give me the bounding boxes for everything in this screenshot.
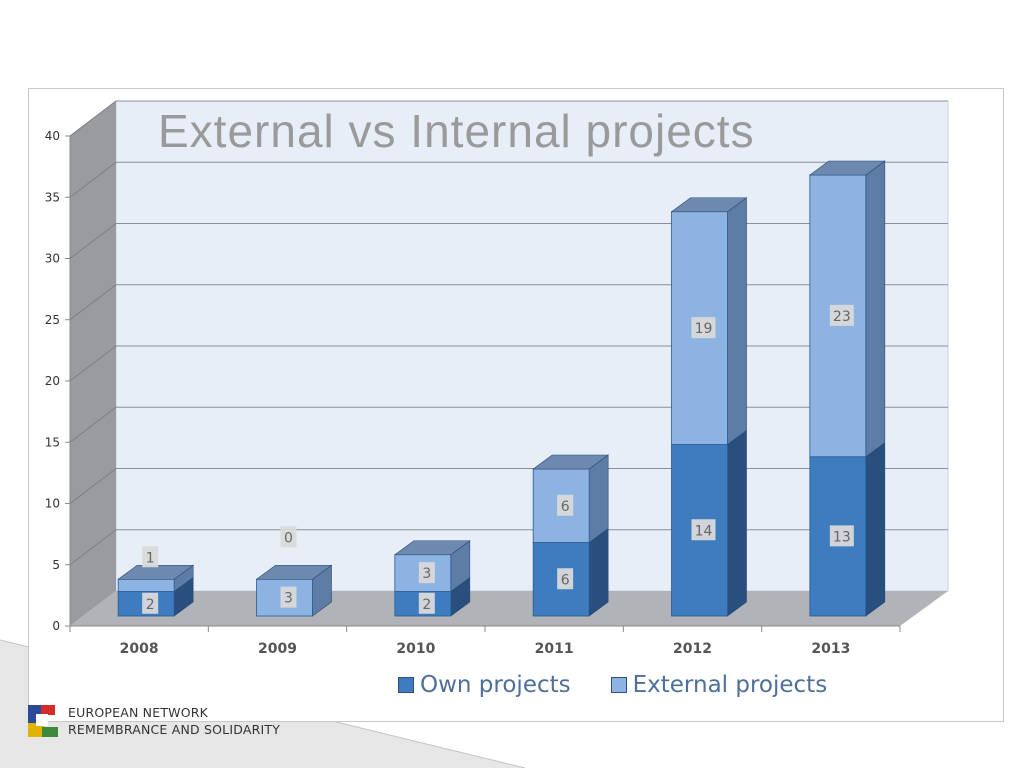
legend-swatch-external xyxy=(610,677,627,693)
legend-item-external: External projects xyxy=(610,672,828,698)
gridline-side xyxy=(69,284,117,321)
gridline-side xyxy=(69,406,117,443)
bar-top-2009 xyxy=(255,564,333,580)
svg-text:2: 2 xyxy=(146,597,155,613)
chart-gridlines xyxy=(69,100,948,566)
enrs-logo: EUROPEAN NETWORK REMEMBRANCE AND SOLIDAR… xyxy=(28,704,280,738)
bar-top-2010 xyxy=(393,540,471,556)
gridline-side xyxy=(69,345,117,382)
data-label: 6 xyxy=(557,494,574,516)
svg-text:2: 2 xyxy=(422,597,431,613)
chart-legend: Own projects External projects xyxy=(398,672,867,698)
data-label: 23 xyxy=(829,304,854,326)
bar-side-Own projects-2011 xyxy=(588,527,609,617)
bar-External projects-2008 xyxy=(117,578,175,592)
x-tick-label: 2008 xyxy=(120,641,159,657)
svg-text:23: 23 xyxy=(833,309,851,325)
svg-text:3: 3 xyxy=(422,566,431,582)
y-tick-label: 0 xyxy=(52,619,60,633)
svg-text:1: 1 xyxy=(146,550,155,566)
x-tick-label: 2010 xyxy=(396,641,435,657)
x-tick-label: 2013 xyxy=(811,641,850,657)
y-tick-label: 35 xyxy=(45,190,60,204)
y-tick-label: 15 xyxy=(45,435,60,449)
y-tick-label: 20 xyxy=(45,374,60,388)
x-tick-label: 2009 xyxy=(258,641,297,657)
svg-text:6: 6 xyxy=(561,499,570,515)
legend-item-own: Own projects xyxy=(398,672,571,698)
bar-side-Own projects-2013 xyxy=(865,442,886,617)
x-tick-label: 2012 xyxy=(673,641,712,657)
data-label: 19 xyxy=(691,317,716,339)
logo-line-2: REMEMBRANCE AND SOLIDARITY xyxy=(68,722,281,737)
bar-side-External projects-2013 xyxy=(865,160,886,458)
y-tick-label: 25 xyxy=(45,313,60,327)
svg-text:13: 13 xyxy=(833,529,851,545)
bar-Own projects-2012 xyxy=(671,444,728,617)
bar-top-2012 xyxy=(670,197,748,213)
logo-line-1: EUROPEAN NETWORK xyxy=(68,705,209,720)
data-label: 13 xyxy=(829,525,854,547)
y-tick-label: 40 xyxy=(45,129,60,143)
x-axis: 2008 2009 2010 2011 2012 2013 xyxy=(69,625,901,657)
bar-top-2008 xyxy=(117,564,195,580)
legend-swatch-own xyxy=(398,677,414,693)
gridline-side xyxy=(69,100,117,137)
x-tick-label: 2011 xyxy=(535,641,574,657)
y-tick-label: 30 xyxy=(45,252,60,266)
y-tick-label: 10 xyxy=(45,497,60,511)
gridline-side xyxy=(69,161,117,198)
svg-text:6: 6 xyxy=(561,572,570,588)
legend-label-external: External projects xyxy=(632,672,828,698)
enrs-logo-icon xyxy=(28,705,60,737)
gridline-side xyxy=(69,529,117,566)
chart-title: External vs Internal projects xyxy=(158,105,755,157)
bar-top-2013 xyxy=(808,160,886,176)
data-label: 0 xyxy=(280,526,297,548)
svg-text:0: 0 xyxy=(284,530,293,546)
svg-text:3: 3 xyxy=(284,591,293,607)
bar-side-Own projects-2012 xyxy=(727,429,747,617)
bar-side-External projects-2012 xyxy=(727,197,747,446)
svg-text:19: 19 xyxy=(695,321,713,337)
bar-side-External projects-2011 xyxy=(588,454,609,544)
data-label: 3 xyxy=(280,586,297,608)
data-label: 1 xyxy=(142,546,159,568)
gridline-side xyxy=(69,223,117,259)
svg-text:14: 14 xyxy=(695,523,713,539)
data-label: 6 xyxy=(557,568,574,590)
data-label: 2 xyxy=(418,592,435,614)
data-label: 2 xyxy=(142,592,159,614)
data-label: 3 xyxy=(418,562,435,584)
bar-top-2011 xyxy=(532,454,610,470)
y-tick-label: 5 xyxy=(52,558,60,572)
legend-label-own: Own projects xyxy=(420,672,571,698)
y-axis: 0 5 10 15 20 25 30 35 40 xyxy=(45,129,71,633)
data-label: 14 xyxy=(691,519,716,541)
gridline-side xyxy=(69,468,117,504)
bar-External projects-2012 xyxy=(671,211,728,445)
